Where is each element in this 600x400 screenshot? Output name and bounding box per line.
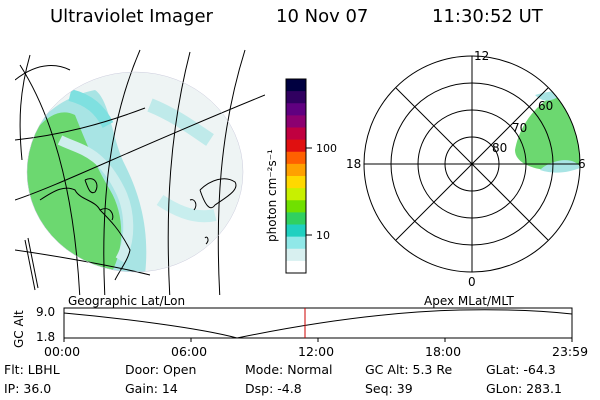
mlt-label-0: 0: [468, 275, 476, 289]
altitude-curve: [63, 309, 573, 339]
color-bar-segment: [286, 163, 306, 177]
time-tick-2359: 23:59: [552, 344, 588, 359]
info-mode: Mode: Normal: [245, 362, 333, 377]
color-bar-segment: [286, 91, 306, 104]
color-bar: 100 10 photon cm⁻²s⁻¹: [265, 78, 337, 274]
time-tick-1800: 18:00: [425, 344, 461, 359]
polar-plot: 12 18 6 0 60 70 80: [346, 49, 586, 289]
observation-date: 10 Nov 07: [276, 6, 369, 27]
coastlines: [15, 65, 237, 291]
color-bar-segment: [286, 176, 306, 189]
info-ip: IP: 36.0: [4, 381, 52, 396]
lat-label-80: 80: [492, 141, 507, 155]
info-gain: Gain: 14: [125, 381, 178, 396]
color-bar-segment: [286, 260, 306, 274]
timeline-y-axis-label: GC Alt: [12, 310, 26, 348]
orbit-timeline: Geographic Lat/Lon Apex MLat/MLT GC Alt …: [12, 294, 588, 359]
color-bar-segment: [286, 139, 306, 153]
time-tick-0000: 00:00: [44, 344, 80, 359]
color-bar-segment: [286, 103, 306, 116]
info-filter: Flt: LBHL: [4, 362, 60, 377]
info-door: Door: Open: [125, 362, 197, 377]
colorbar-tick-10: 10: [316, 229, 330, 242]
timeline-right-label: Apex MLat/MLT: [424, 294, 514, 308]
geographic-image-panel: [15, 49, 265, 295]
color-bar-segment: [286, 212, 306, 226]
mlt-label-6: 6: [578, 157, 586, 171]
lat-label-60: 60: [538, 99, 553, 113]
time-tick-0600: 06:00: [171, 344, 207, 359]
lat-label-70: 70: [512, 121, 527, 135]
color-bar-segments: [286, 79, 306, 274]
color-bar-segment: [286, 236, 306, 250]
colorbar-unit-label: photon cm⁻²s⁻¹: [265, 149, 279, 242]
color-bar-segment: [286, 224, 306, 238]
info-glon: GLon: 283.1: [486, 381, 562, 396]
polar-labels: 12 18 6 0 60 70 80: [346, 49, 586, 289]
color-bar-segment: [286, 200, 306, 213]
polar-grid: [363, 55, 581, 273]
timeline-left-label: Geographic Lat/Lon: [68, 294, 185, 308]
color-bar-segment: [286, 248, 306, 262]
mlt-label-18: 18: [346, 157, 361, 171]
info-glat: GLat: -64.3: [486, 362, 556, 377]
instrument-title: Ultraviolet Imager: [50, 6, 213, 27]
timeline-y-tick-bottom: 1.8: [36, 330, 55, 344]
color-bar-segment: [286, 127, 306, 141]
color-bar-segment: [286, 188, 306, 201]
polar-aurora: [515, 91, 580, 173]
time-tick-1200: 12:00: [298, 344, 334, 359]
info-seq: Seq: 39: [365, 381, 413, 396]
mlt-label-12: 12: [474, 49, 489, 63]
color-bar-segment: [286, 151, 306, 165]
info-dsp: Dsp: -4.8: [245, 381, 302, 396]
color-bar-segment: [286, 79, 306, 92]
colorbar-tick-100: 100: [316, 142, 337, 155]
observation-time: 11:30:52 UT: [432, 6, 543, 27]
timeline-y-tick-top: 9.0: [36, 305, 55, 319]
color-bar-segment: [286, 115, 306, 129]
info-gc-alt: GC Alt: 5.3 Re: [365, 362, 453, 377]
